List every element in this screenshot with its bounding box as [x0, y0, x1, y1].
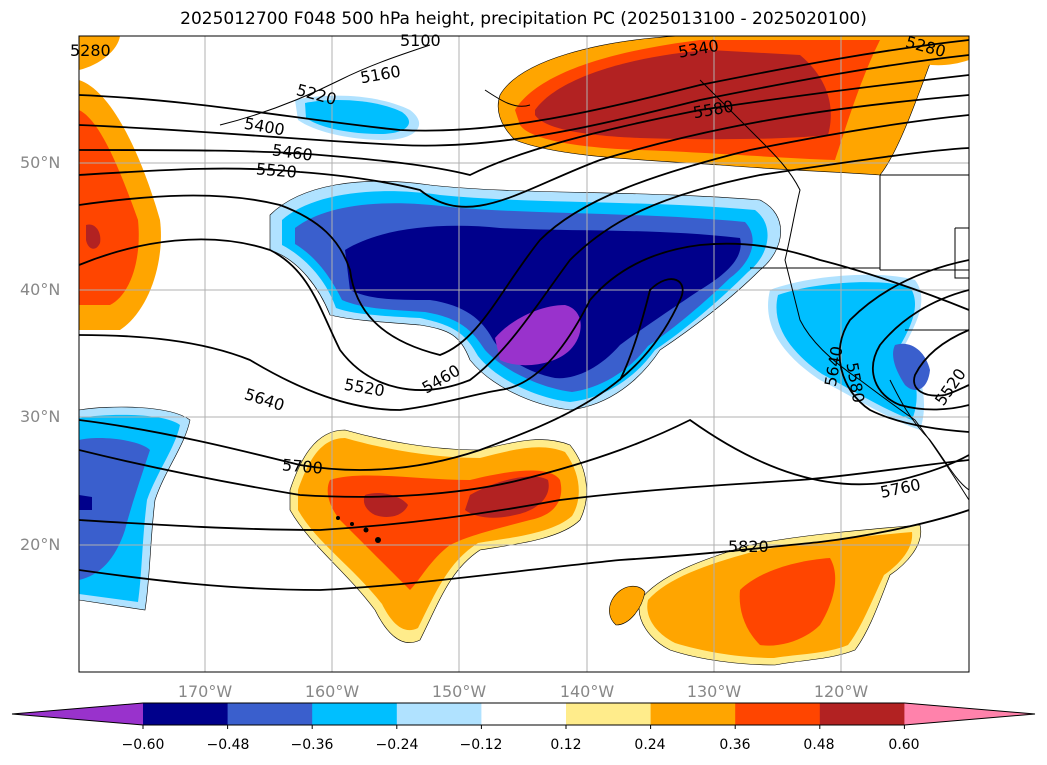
contour-label: 5520 [343, 375, 386, 401]
lat-label: 20°N [20, 535, 61, 554]
colorbar-tick-label: 0.12 [550, 737, 582, 753]
contour-label: 5640 [242, 384, 287, 415]
pos-anomaly-hawaii-core [465, 476, 549, 518]
colorbar-segment [143, 703, 229, 725]
colorbar-extend-max [904, 703, 1035, 725]
pos-anomaly-west-top [79, 36, 120, 70]
colorbar [11, 702, 1036, 729]
colorbar-tick-label: 0.48 [803, 737, 835, 753]
pos-anomaly-northeast-core [535, 50, 831, 140]
colorbar-tick-label: −0.36 [290, 737, 334, 753]
lon-label: 160°W [304, 682, 360, 701]
neg-anomaly-california-inner [776, 282, 917, 420]
colorbar-segment [566, 703, 652, 725]
pos-anomaly-hawaii-core2 [363, 493, 408, 517]
lon-label: 150°W [431, 682, 487, 701]
neg-anomaly-aleutian-inner [305, 100, 410, 134]
lon-label: 130°W [686, 682, 742, 701]
contour-label: 5760 [879, 475, 923, 502]
contour-label: 5520 [255, 159, 297, 181]
contour-label: 5460 [419, 361, 464, 398]
lat-label: 40°N [20, 280, 61, 299]
lon-label: 140°W [559, 682, 615, 701]
contour-label: 5280 [70, 41, 111, 60]
pos-anomaly-southeast-red [739, 558, 836, 646]
precip-fill-layer [79, 36, 969, 666]
contour-label: 5700 [281, 455, 323, 477]
pos-anomaly-west-core [86, 224, 101, 249]
graticule [79, 36, 969, 672]
neg-anomaly-southwest-navy [79, 495, 92, 510]
colorbar-tick-label: −0.60 [121, 737, 165, 753]
height-contours [79, 39, 969, 591]
contour-label: 5100 [400, 31, 441, 50]
colorbar-segment [396, 703, 482, 725]
colorbar-extend-min [12, 703, 143, 725]
map-frame [78, 35, 970, 673]
hawaiian-islands [336, 516, 381, 543]
lon-label: 120°W [813, 682, 869, 701]
colorbar-segment [650, 703, 736, 725]
colorbar-tick-label: 0.24 [634, 737, 666, 753]
map-title: 2025012700 F048 500 hPa height, precipit… [180, 9, 867, 29]
pos-anomaly-southeast-small [609, 585, 646, 626]
contour-label: 5160 [359, 62, 402, 88]
lat-label: 50°N [20, 153, 61, 172]
pos-anomaly-west-inner [79, 110, 139, 305]
colorbar-segment [481, 703, 567, 725]
neg-anomaly-central-navy [345, 225, 741, 379]
lat-label: 30°N [20, 407, 61, 426]
colorbar-segment [735, 703, 821, 725]
colorbar-tick-label: −0.48 [206, 737, 250, 753]
colorbar-segment [819, 703, 905, 725]
colorbar-tick-label: 0.36 [719, 737, 751, 753]
colorbar-tick-label: −0.24 [375, 737, 419, 753]
colorbar-segment [312, 703, 398, 725]
colorbar-tick-label: 0.60 [888, 737, 920, 753]
coastlines [219, 44, 969, 501]
colorbar-segment [227, 703, 313, 725]
lon-label: 170°W [177, 682, 233, 701]
neg-anomaly-california-blue [893, 343, 930, 390]
contour-label: 5820 [728, 537, 769, 556]
colorbar-tick-label: −0.12 [459, 737, 503, 753]
